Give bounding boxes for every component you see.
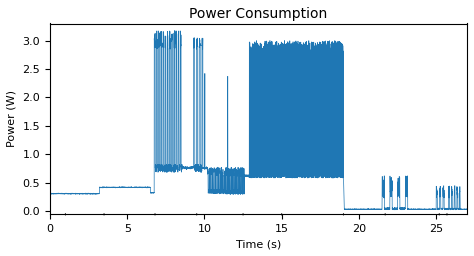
Title: Power Consumption: Power Consumption	[190, 7, 328, 21]
X-axis label: Time (s): Time (s)	[236, 239, 281, 249]
Y-axis label: Power (W): Power (W)	[7, 90, 17, 147]
